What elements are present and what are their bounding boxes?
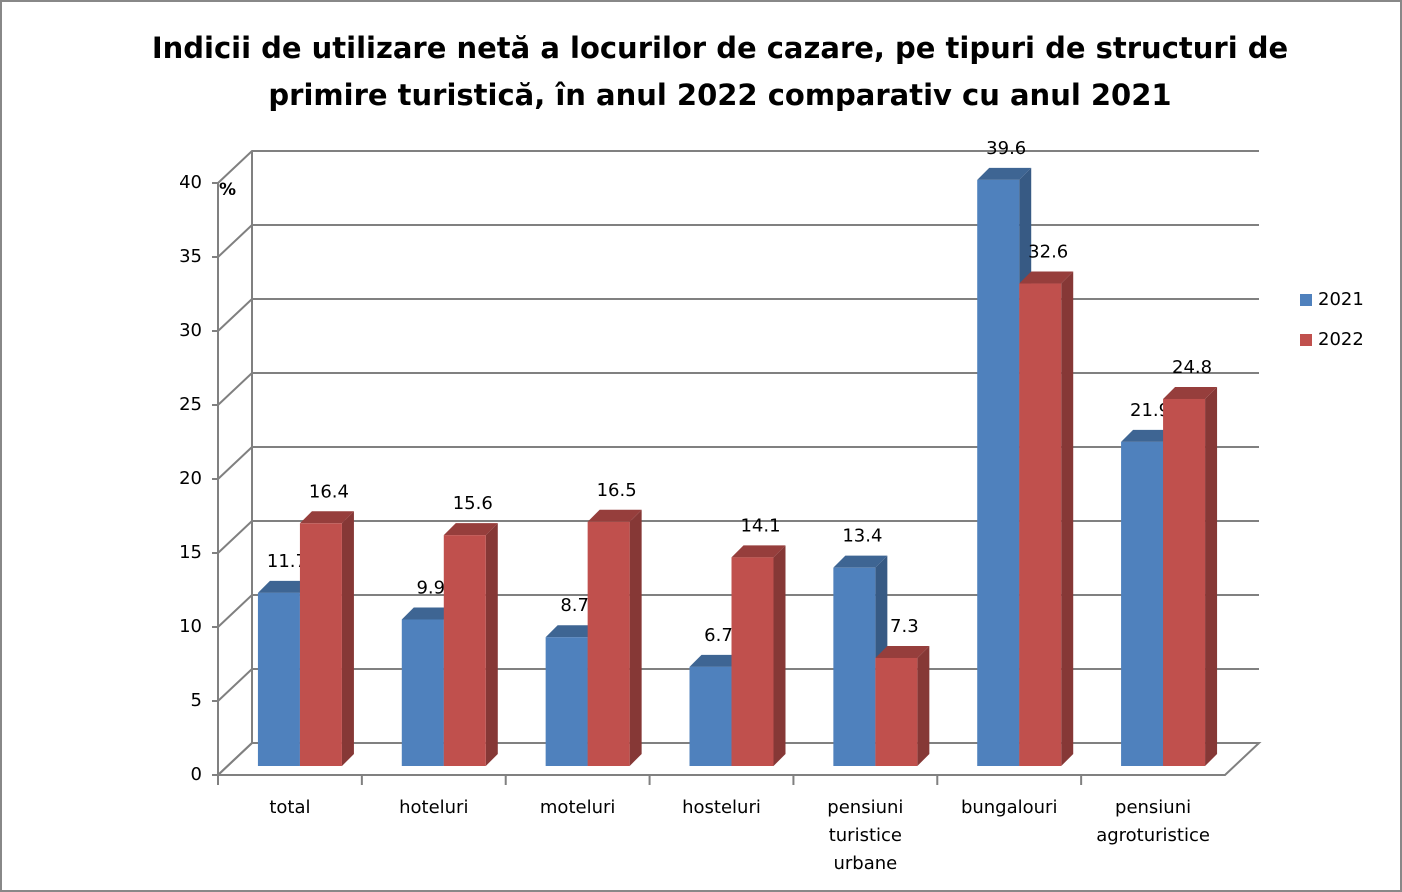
- bar-top: [299, 511, 354, 524]
- value-label: 16.4: [309, 481, 349, 502]
- bar-top: [875, 645, 930, 658]
- bar-side: [485, 523, 498, 766]
- grid-line: [217, 298, 1259, 332]
- x-tick-label: total: [269, 797, 310, 818]
- x-tick-label: hosteluri: [682, 797, 761, 818]
- x-tick-line: turistice: [829, 825, 902, 846]
- bar-side: [773, 545, 786, 766]
- x-tick-line: agroturistice: [1096, 825, 1210, 846]
- grid-line: [217, 594, 1259, 628]
- value-label: 16.5: [597, 480, 637, 501]
- bar: [1121, 441, 1164, 766]
- value-label: 24.8: [1172, 357, 1212, 378]
- bar: [875, 657, 918, 766]
- x-tick-label: pensiuni turistice urbane: [827, 797, 903, 874]
- x-tick-line: bungalouri: [961, 797, 1058, 818]
- legend-label: 2022: [1318, 329, 1364, 350]
- bar-top: [1121, 429, 1176, 442]
- bar: [587, 521, 630, 766]
- x-tick-line: total: [269, 797, 310, 818]
- x-tick-line: hoteluri: [399, 797, 468, 818]
- legend-swatch: [1300, 294, 1312, 306]
- bar-top: [689, 654, 744, 667]
- x-tick-label: pensiuni agroturistice: [1096, 797, 1210, 846]
- chart-title: primire turistică, în anul 2022 comparat…: [268, 78, 1171, 112]
- bar: [731, 557, 774, 766]
- bar-top: [401, 607, 456, 620]
- x-tick-label: bungalouri: [961, 797, 1058, 818]
- bar-top: [443, 523, 498, 536]
- grid-line: [217, 224, 1259, 258]
- bar: [689, 666, 732, 766]
- y-tick-label: 20: [179, 468, 202, 489]
- value-label: 32.6: [1028, 242, 1068, 263]
- bar-top: [1163, 386, 1218, 399]
- value-label: 15.6: [453, 493, 493, 514]
- bar-side: [341, 511, 354, 766]
- value-label: 6.7: [704, 625, 733, 646]
- grid-line: [217, 520, 1259, 554]
- bar-side: [629, 509, 642, 766]
- bar-side: [1205, 386, 1218, 766]
- x-tick-label: hoteluri: [399, 797, 468, 818]
- legend-swatch: [1300, 334, 1312, 346]
- grid-line: [217, 446, 1259, 480]
- x-tick-line: pensiuni: [1115, 797, 1191, 818]
- value-label: 9.9: [416, 577, 445, 598]
- x-tick-line: moteluri: [540, 797, 616, 818]
- value-label: 7.3: [890, 616, 919, 637]
- grid-line: [217, 372, 1259, 406]
- bar: [833, 567, 876, 766]
- bar-top: [257, 580, 312, 593]
- y-tick-label: 5: [191, 690, 202, 711]
- bar: [443, 535, 486, 766]
- y-tick-label: 30: [179, 320, 202, 341]
- bar-side: [1061, 271, 1074, 766]
- y-tick-label: 15: [179, 542, 202, 563]
- value-label: 8.7: [560, 595, 589, 616]
- x-tick-line: pensiuni: [827, 797, 903, 818]
- bar-top: [833, 555, 888, 568]
- bar: [1019, 283, 1062, 766]
- value-label: 39.6: [986, 138, 1026, 159]
- value-label: 21.9: [1130, 400, 1170, 421]
- x-tick-label: moteluri: [540, 797, 616, 818]
- bar: [299, 523, 342, 766]
- x-tick-line: urbane: [833, 853, 897, 874]
- value-label: 13.4: [842, 526, 882, 547]
- bar: [401, 619, 444, 766]
- bar-side: [917, 645, 930, 766]
- chart-title: Indicii de utilizare netă a locurilor de…: [152, 31, 1288, 65]
- bar-top: [731, 545, 786, 558]
- y-tick-label: 40: [179, 172, 202, 193]
- bar-top: [1019, 271, 1074, 284]
- y-tick-label: 35: [179, 246, 202, 267]
- value-label: 14.1: [740, 515, 780, 536]
- y-tick-label: 0: [191, 764, 202, 785]
- bar: [257, 592, 300, 766]
- y-unit: %: [219, 180, 236, 200]
- y-tick-label: 25: [179, 394, 202, 415]
- bar-top: [587, 509, 642, 522]
- bar-top: [977, 167, 1032, 180]
- grid-line: [217, 150, 1259, 184]
- bar: [545, 637, 588, 766]
- bar-top: [545, 625, 600, 638]
- bar: [977, 179, 1020, 767]
- y-tick-label: 10: [179, 616, 202, 637]
- bar: [1163, 398, 1206, 766]
- value-label: 11.7: [267, 551, 307, 572]
- legend-label: 2021: [1318, 289, 1364, 310]
- x-tick-line: hosteluri: [682, 797, 761, 818]
